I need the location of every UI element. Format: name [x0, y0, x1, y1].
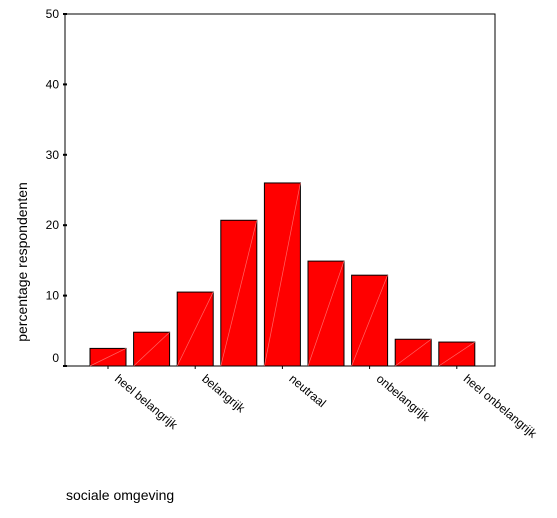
bar-highlight-5 — [264, 182, 301, 367]
bar-highlight-7 — [351, 275, 388, 367]
x-tick-label-4: onbelangrijk — [374, 372, 433, 425]
x-axis-ticks: heel belangrijk belangrijk neutraal onbelan… — [107, 366, 540, 442]
y-tick-label-0: 0 — [52, 351, 59, 365]
y-axis-label: percentage respondenten — [14, 182, 30, 342]
bars-group — [89, 182, 476, 367]
x-tick-label-5: heel onbelangrijk — [461, 372, 540, 442]
bar-highlight-4 — [220, 220, 258, 367]
y-axis-ticks: 0 10 20 30 40 50 — [46, 7, 67, 367]
bar-highlight-6 — [307, 260, 345, 367]
y-tick-label-20: 20 — [46, 218, 60, 232]
y-tick-label-50: 50 — [46, 7, 60, 21]
bar-highlight-9 — [438, 341, 475, 367]
x-axis-label: sociale omgeving — [66, 487, 174, 503]
x-tick-label-2: belangrijk — [199, 372, 248, 416]
bar-highlight-3 — [176, 291, 214, 367]
x-tick-label-3: neutraal — [286, 372, 328, 411]
y-tick-label-40: 40 — [46, 77, 60, 91]
x-tick-label-1: heel belangrijk — [112, 372, 181, 433]
bar-highlight-2 — [133, 331, 170, 367]
bar-highlight-8 — [394, 338, 432, 367]
y-tick-label-10: 10 — [46, 289, 60, 303]
y-tick-label-30: 30 — [46, 148, 60, 162]
bar-highlight-1 — [89, 348, 127, 367]
